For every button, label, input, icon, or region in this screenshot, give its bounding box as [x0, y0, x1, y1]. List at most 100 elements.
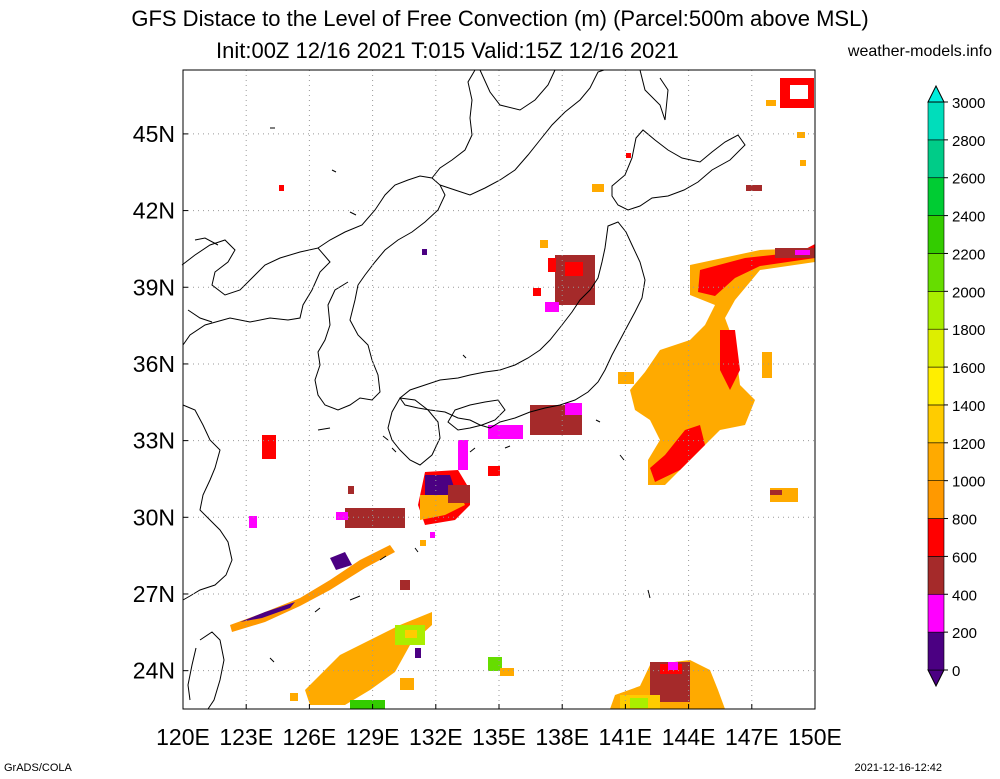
field-cell — [630, 698, 648, 708]
colorbar-segment — [927, 139, 945, 179]
field-cell — [790, 85, 808, 99]
field-cell — [240, 602, 295, 622]
map-frame — [182, 69, 816, 710]
colorbar-label: 800 — [952, 512, 977, 529]
field-cell — [488, 466, 500, 476]
lon-tick-label: 120E — [156, 724, 210, 750]
coastline — [314, 281, 381, 411]
field-cell — [458, 440, 468, 470]
colorbar-segment — [927, 291, 945, 330]
field-cell — [548, 258, 556, 272]
field-cell — [618, 372, 634, 384]
lon-tick-label: 123E — [219, 724, 273, 750]
field-cell — [448, 485, 470, 503]
colorbar-label: 2200 — [952, 246, 985, 263]
coastline — [431, 69, 556, 179]
field-cell — [800, 160, 806, 166]
colorbar-label: 2800 — [952, 133, 985, 150]
colorbar-label: 600 — [952, 549, 977, 566]
field-cell — [345, 508, 405, 528]
colorbar-label: 1000 — [952, 474, 985, 491]
field-cell — [650, 425, 705, 482]
coastline — [187, 237, 219, 323]
colorbar-segment — [927, 442, 945, 481]
colorbar-label: 400 — [952, 587, 977, 604]
field-cell — [336, 512, 348, 520]
colorbar-high-arrow — [927, 84, 945, 103]
field-cell — [766, 100, 776, 106]
field-cell — [592, 184, 604, 192]
lon-tick-label: 138E — [535, 724, 589, 750]
lat-tick-label: 27N — [133, 581, 175, 607]
colorbar-segment — [927, 215, 945, 254]
coastline — [181, 239, 331, 346]
colorbar-label: 2400 — [952, 209, 985, 226]
lon-tick-label: 141E — [599, 724, 653, 750]
lat-tick-label: 42N — [133, 198, 175, 224]
coastline — [187, 631, 225, 710]
lat-tick-label: 36N — [133, 351, 175, 377]
coastline — [317, 175, 446, 286]
field-cell — [795, 250, 810, 255]
field-cell — [350, 700, 385, 709]
field-cell — [533, 288, 541, 296]
colorbar-label: 0 — [952, 663, 960, 680]
field-cell — [565, 262, 583, 276]
colorbar-label: 3000 — [952, 95, 985, 112]
site-credit: weather-models.info — [847, 43, 992, 60]
coastline — [399, 221, 646, 429]
field-cell — [720, 330, 740, 390]
colorbar-label: 1200 — [952, 436, 985, 453]
field-cell — [770, 490, 782, 495]
colorbar-segment — [927, 480, 945, 519]
field-cell — [540, 240, 548, 248]
lat-tick-label: 33N — [133, 428, 175, 454]
field-cell — [249, 516, 257, 528]
field-cell — [746, 185, 762, 191]
colorbar-segment — [927, 177, 945, 216]
colorbar-label: 200 — [952, 625, 977, 642]
colorbar-label: 1400 — [952, 398, 985, 415]
field-cell — [290, 693, 298, 701]
coastline — [182, 404, 233, 601]
lon-tick-label: 147E — [725, 724, 779, 750]
field-cell — [626, 153, 631, 158]
field-cell — [430, 532, 435, 538]
colorbar-label: 2600 — [952, 171, 985, 188]
longitude-tick-labels: 120E 123E 126E 129E 132E 135E 138E 141E 144E 147E… — [156, 704, 842, 750]
field-cell — [425, 475, 455, 500]
footer-software: GrADS/COLA — [4, 762, 72, 774]
coastline — [387, 397, 441, 466]
colorbar-low-arrow — [927, 669, 945, 688]
lat-tick-label: 30N — [133, 504, 175, 530]
lon-tick-label: 126E — [283, 724, 337, 750]
colorbar-label: 1600 — [952, 360, 985, 377]
lon-tick-label: 129E — [346, 724, 400, 750]
colorbar-segment — [927, 328, 945, 368]
field-cell — [797, 132, 805, 138]
lat-lon-grid — [183, 70, 815, 709]
coastline-layer — [181, 69, 746, 710]
field-cell — [545, 302, 559, 312]
coastline — [439, 69, 605, 196]
colorbar: 0 200 400 600 800 1000 1200 1400 1600 1800 2000 220… — [927, 84, 985, 688]
colorbar-segment — [927, 518, 945, 557]
lat-tick-label: 39N — [133, 274, 175, 300]
field-cell — [668, 662, 678, 670]
field-cell — [262, 435, 276, 459]
field-cell — [330, 552, 352, 570]
footer-timestamp: 2021-12-16-12:42 — [854, 762, 942, 774]
lon-tick-label: 150E — [788, 724, 842, 750]
lon-tick-label: 144E — [662, 724, 716, 750]
lon-tick-label: 135E — [472, 724, 526, 750]
latitude-tick-labels: 24N 27N 30N 33N 36N 39N 42N 45N — [133, 121, 188, 684]
lat-tick-label: 45N — [133, 121, 175, 147]
field-cell — [279, 185, 284, 191]
field-cell — [762, 352, 772, 378]
lat-tick-label: 24N — [133, 658, 175, 684]
field-cell — [415, 648, 421, 658]
colorbar-segment — [927, 404, 945, 444]
field-cell — [400, 580, 410, 590]
field-cell — [405, 630, 417, 638]
